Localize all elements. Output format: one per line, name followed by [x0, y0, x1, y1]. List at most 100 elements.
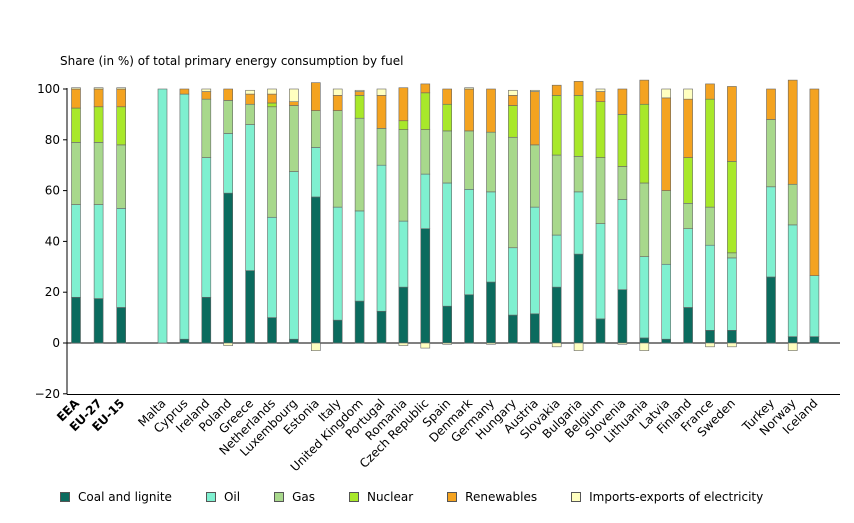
bar-segment [398, 220, 409, 288]
bar-segment [683, 228, 693, 308]
bar-segment [766, 88, 776, 120]
bar-segment [223, 192, 233, 344]
bar-segment [727, 86, 737, 162]
bar-segment [157, 88, 168, 344]
bar-segment [705, 244, 715, 331]
bar-segment [683, 98, 693, 158]
bar-segment [354, 210, 365, 302]
bar-segment [595, 101, 606, 158]
bar-segment [93, 88, 104, 108]
bar-segment [442, 342, 453, 345]
bar-segment [551, 234, 562, 288]
bar-segment [809, 275, 820, 337]
bar-segment [573, 253, 584, 344]
bar-segment [727, 329, 737, 344]
bar-segment [508, 89, 518, 96]
bar-segment [71, 88, 81, 109]
bar-segment [332, 95, 343, 111]
legend-swatch [571, 492, 582, 502]
bar-segment [376, 95, 387, 129]
bar-segment [639, 182, 650, 257]
bar-segment [508, 105, 518, 138]
bar-segment [787, 79, 798, 185]
bar-segment [442, 130, 453, 184]
bar-segment [398, 129, 409, 222]
legend-label: Coal and lignite [78, 490, 172, 504]
bar-segment [116, 208, 126, 308]
legend-swatch [447, 492, 458, 502]
bar-segment [354, 89, 365, 92]
legend-label: Renewables [465, 490, 538, 504]
bar-segment [508, 247, 518, 316]
bar-segment [420, 342, 431, 349]
legend-item: Gas [274, 490, 315, 504]
bar-segment [116, 144, 126, 209]
legend-swatch [60, 492, 70, 502]
bar-segment [376, 88, 387, 96]
legend-swatch [348, 492, 359, 502]
bar-segment [529, 89, 540, 92]
bar-segment [661, 97, 672, 191]
bar-segment [201, 157, 212, 298]
bar-segment [201, 91, 212, 100]
bar-segment [464, 130, 474, 190]
bar-segment [508, 95, 518, 106]
bar-segment [289, 338, 299, 344]
bar-segment [71, 107, 81, 143]
bar-segment [573, 156, 584, 193]
bar-segment [93, 298, 104, 344]
bar-segment [354, 95, 365, 119]
bar-segment [267, 93, 277, 104]
legend-label: Imports-exports of electricity [589, 490, 764, 504]
bar-segment [508, 314, 518, 344]
bar-segment [787, 183, 798, 226]
bar-segment [787, 224, 798, 337]
bar-segment [809, 88, 820, 276]
bar-segment [116, 106, 126, 146]
bar-segment [354, 91, 365, 96]
bar-segment [486, 88, 496, 133]
bar-segment [727, 342, 737, 348]
bar-segment [420, 83, 431, 94]
bar-segment [93, 87, 104, 90]
bar-segment [595, 157, 606, 224]
legend-swatch [274, 492, 285, 502]
y-tick-label: −20 [35, 387, 60, 401]
bar-segment [223, 88, 233, 101]
bar-segment [486, 191, 496, 283]
bar-segment [442, 103, 453, 132]
bar-segment [595, 318, 606, 344]
bar-segment [617, 199, 628, 290]
y-tick-label: 80 [45, 133, 60, 147]
bar-segment [551, 84, 562, 96]
legend-label: Oil [223, 490, 241, 504]
bar-segment [332, 319, 343, 344]
bar-segment [289, 88, 299, 102]
bar-segment [529, 206, 540, 315]
bar-segment [245, 270, 255, 344]
bar-segment [661, 190, 672, 265]
bar-segment [766, 276, 776, 344]
bar-segment [179, 88, 190, 95]
bar-segment [639, 342, 650, 351]
bar-segment [705, 329, 715, 344]
bar-segment [464, 87, 474, 90]
bar-segment [705, 342, 715, 348]
legend-item: Renewables [447, 490, 537, 504]
bar-segment [398, 87, 409, 122]
bar-segment [201, 296, 212, 344]
bar-segment [705, 83, 715, 100]
bar-segment [787, 342, 798, 351]
bar-segment [551, 95, 562, 156]
bar-segment [766, 186, 776, 278]
bar-segment [464, 189, 474, 296]
bar-segment [223, 133, 233, 194]
y-tick-label: 100 [37, 82, 60, 96]
bar-segment [617, 289, 628, 344]
legend-label: Nuclear [366, 490, 414, 504]
bar-segment [595, 223, 606, 320]
y-tick-label: 20 [45, 285, 60, 299]
bar-segment [683, 307, 693, 344]
bar-segment [398, 120, 409, 130]
